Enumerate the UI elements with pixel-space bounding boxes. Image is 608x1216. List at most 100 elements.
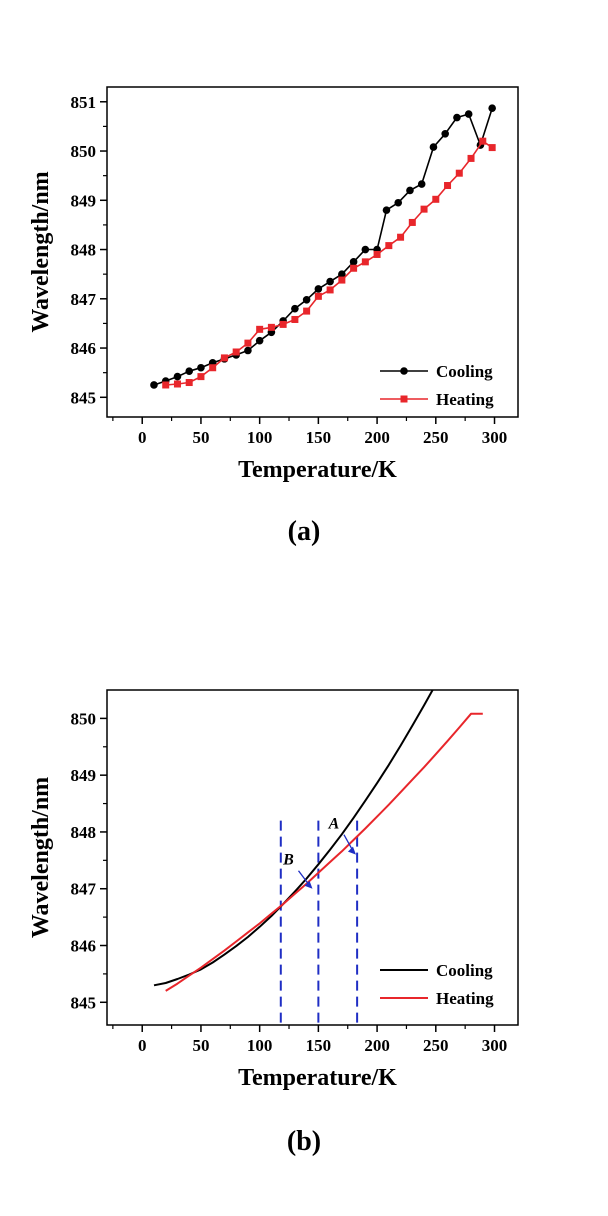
data-point-heating [350, 264, 358, 272]
data-point-cooling [173, 372, 182, 381]
y-tick-label: 848 [71, 241, 97, 260]
data-point-heating [467, 154, 475, 162]
plot-area [150, 104, 496, 389]
x-tick-label: 250 [423, 1036, 449, 1055]
x-tick-label: 50 [192, 1036, 209, 1055]
data-point-heating [455, 169, 463, 177]
x-axis-title: Temperature/K [238, 457, 397, 483]
x-tick-label: 300 [482, 1036, 508, 1055]
y-tick-label: 849 [71, 191, 97, 210]
data-point-heating [279, 320, 287, 328]
x-tick-label: 200 [364, 428, 390, 447]
annotation-label: A [328, 816, 340, 833]
x-tick-label: 250 [423, 428, 449, 447]
data-point-heating [244, 339, 252, 347]
y-tick-label: 851 [71, 93, 97, 112]
data-point-heating [303, 307, 311, 315]
panel-b: 0 50 100 150 200 250 300 845 846 847 848 849 850 Temp… [28, 689, 519, 1157]
legend-label: Cooling [436, 961, 493, 980]
y-axis-title: Wavelength/nm [28, 777, 54, 938]
y-tick-label: 847 [71, 880, 97, 899]
series-line-heating [165, 712, 483, 992]
legend-label: Cooling [436, 362, 493, 381]
data-point-cooling [185, 367, 193, 375]
data-point-cooling [150, 381, 158, 389]
data-point-cooling [338, 270, 346, 278]
data-point-heating [291, 315, 299, 323]
data-point-heating [197, 373, 205, 381]
x-tick-label: 150 [306, 428, 332, 447]
data-point-heating [314, 292, 322, 300]
data-point-cooling [314, 285, 323, 293]
annotation-arrowhead [304, 880, 313, 889]
data-point-cooling [302, 295, 311, 304]
panel-label: (a) [288, 516, 321, 547]
x-tick-label: 100 [247, 428, 273, 447]
data-point-cooling [244, 346, 252, 355]
x-axis-title: Temperature/K [238, 1065, 397, 1091]
data-point-heating [185, 379, 193, 387]
y-tick-label: 846 [71, 937, 97, 956]
data-point-heating [397, 233, 405, 241]
y-tick-label: 847 [71, 290, 97, 309]
annotation-arrowhead [347, 846, 356, 855]
data-point-cooling [394, 198, 403, 207]
y-axis-title: Wavelength/nm [28, 171, 54, 332]
data-point-cooling [417, 180, 426, 188]
plot-frame [106, 689, 519, 1026]
panel-a: 0 50 100 150 200 250 300 845 846 847 848 849 850 851 T… [28, 86, 519, 547]
legend-marker [400, 395, 408, 403]
data-point-heating [209, 364, 217, 372]
data-point-heating [326, 286, 334, 294]
data-point-cooling [382, 206, 391, 214]
data-point-cooling [488, 104, 496, 112]
plot-frame [106, 86, 519, 418]
data-point-heating [173, 380, 181, 388]
y-tick-label: 850 [71, 142, 97, 161]
y-tick-label: 846 [71, 339, 97, 358]
series-line-heating [165, 140, 493, 386]
series-line-cooling [153, 107, 493, 386]
x-tick-label: 50 [192, 428, 209, 447]
y-tick-label: 849 [71, 766, 97, 785]
y-tick-label: 848 [71, 823, 97, 842]
data-point-heating [220, 354, 228, 362]
y-tick-label: 845 [71, 388, 97, 407]
data-point-cooling [406, 186, 414, 195]
data-point-heating [162, 381, 170, 389]
data-point-heating [488, 144, 496, 152]
x-tick-label: 200 [364, 1036, 390, 1055]
x-tick-label: 100 [247, 1036, 273, 1055]
plot-area [153, 690, 483, 992]
data-point-heating [338, 276, 346, 284]
data-point-cooling [464, 110, 473, 118]
data-point-cooling [255, 336, 264, 345]
data-point-cooling [291, 304, 299, 313]
data-point-cooling [429, 143, 438, 151]
x-tick-label: 0 [138, 1036, 147, 1055]
data-point-heating [373, 250, 381, 258]
data-point-cooling [326, 277, 334, 286]
data-point-heating [361, 258, 369, 266]
legend-marker [400, 367, 408, 375]
y-tick-label: 850 [71, 709, 97, 728]
y-tick-label: 845 [71, 993, 97, 1012]
data-point-heating [408, 218, 416, 226]
data-point-cooling [453, 113, 461, 122]
legend-label: Heating [436, 390, 494, 409]
data-point-heating [479, 137, 487, 145]
data-point-cooling [361, 245, 370, 254]
series-line-cooling [153, 690, 434, 987]
annotation-label: B [282, 852, 294, 869]
x-tick-label: 300 [482, 428, 508, 447]
panel-label: (b) [287, 1126, 321, 1157]
x-tick-label: 150 [306, 1036, 332, 1055]
legend-label: Heating [436, 989, 494, 1008]
data-point-heating [385, 242, 393, 250]
data-point-cooling [441, 129, 449, 138]
data-point-heating [444, 182, 452, 190]
data-point-heating [267, 323, 275, 331]
data-point-heating [256, 325, 264, 333]
data-point-cooling [349, 258, 358, 266]
